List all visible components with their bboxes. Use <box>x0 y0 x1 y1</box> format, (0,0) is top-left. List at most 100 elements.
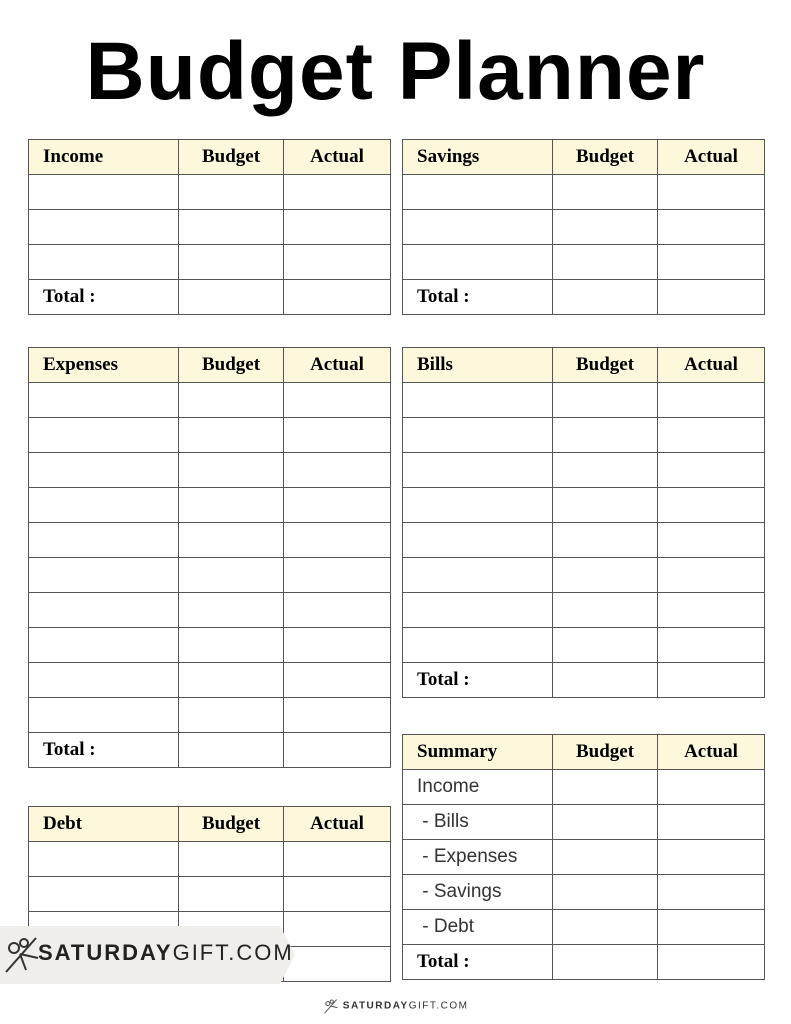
actual-cell[interactable] <box>283 209 391 245</box>
budget-cell[interactable] <box>552 557 658 593</box>
actual-cell[interactable] <box>657 522 765 558</box>
summary-table: Summary Budget Actual Income - Bills - Expe… <box>402 734 765 980</box>
budget-cell[interactable] <box>552 804 658 840</box>
table-row <box>28 244 391 280</box>
bow-scissors-icon <box>5 937 39 973</box>
actual-cell[interactable] <box>283 627 391 663</box>
actual-cell[interactable] <box>283 279 391 315</box>
budget-cell[interactable] <box>552 662 658 698</box>
actual-cell[interactable] <box>657 874 765 910</box>
actual-cell[interactable] <box>283 592 391 628</box>
column-header: Summary <box>402 734 553 770</box>
actual-cell[interactable] <box>283 174 391 210</box>
budget-cell[interactable] <box>178 522 284 558</box>
column-header: Actual <box>657 347 765 383</box>
actual-cell[interactable] <box>657 909 765 945</box>
budget-cell[interactable] <box>178 417 284 453</box>
expenses-table: Expenses Budget Actual Total : <box>28 347 391 768</box>
budget-cell[interactable] <box>552 279 658 315</box>
actual-cell[interactable] <box>283 946 391 982</box>
row-label <box>402 592 553 628</box>
budget-cell[interactable] <box>552 487 658 523</box>
actual-cell[interactable] <box>283 522 391 558</box>
page-title: Budget Planner <box>85 26 706 117</box>
budget-cell[interactable] <box>178 452 284 488</box>
actual-cell[interactable] <box>283 876 391 912</box>
actual-cell[interactable] <box>657 804 765 840</box>
budget-cell[interactable] <box>178 209 284 245</box>
actual-cell[interactable] <box>657 839 765 875</box>
budget-cell[interactable] <box>552 592 658 628</box>
budget-cell[interactable] <box>178 841 284 877</box>
row-label <box>402 522 553 558</box>
actual-cell[interactable] <box>657 244 765 280</box>
row-label <box>402 557 553 593</box>
column-header: Actual <box>283 347 391 383</box>
budget-cell[interactable] <box>178 244 284 280</box>
budget-cell[interactable] <box>552 944 658 980</box>
budget-cell[interactable] <box>552 627 658 663</box>
row-label <box>402 417 553 453</box>
budget-cell[interactable] <box>178 697 284 733</box>
budget-cell[interactable] <box>552 874 658 910</box>
actual-cell[interactable] <box>283 487 391 523</box>
table-row <box>28 382 391 418</box>
column-header: Expenses <box>28 347 179 383</box>
budget-cell[interactable] <box>178 279 284 315</box>
actual-cell[interactable] <box>283 382 391 418</box>
budget-cell[interactable] <box>552 452 658 488</box>
budget-cell[interactable] <box>552 769 658 805</box>
actual-cell[interactable] <box>657 769 765 805</box>
column-header: Actual <box>657 139 765 175</box>
row-label <box>402 382 553 418</box>
budget-cell[interactable] <box>178 662 284 698</box>
actual-cell[interactable] <box>657 452 765 488</box>
table-row <box>28 557 391 593</box>
actual-cell[interactable] <box>657 209 765 245</box>
actual-cell[interactable] <box>657 174 765 210</box>
watermark-brand-light: GIFT.COM <box>172 940 294 965</box>
actual-cell[interactable] <box>283 557 391 593</box>
actual-cell[interactable] <box>283 662 391 698</box>
budget-cell[interactable] <box>552 839 658 875</box>
budget-cell[interactable] <box>178 174 284 210</box>
actual-cell[interactable] <box>657 279 765 315</box>
budget-cell[interactable] <box>178 732 284 768</box>
actual-cell[interactable] <box>283 911 391 947</box>
budget-cell[interactable] <box>552 209 658 245</box>
actual-cell[interactable] <box>657 382 765 418</box>
total-row: Total : <box>28 732 391 768</box>
actual-cell[interactable] <box>657 944 765 980</box>
actual-cell[interactable] <box>283 417 391 453</box>
actual-cell[interactable] <box>657 662 765 698</box>
table-row: - Savings <box>402 874 765 910</box>
row-label <box>28 174 179 210</box>
budget-cell[interactable] <box>552 909 658 945</box>
budget-cell[interactable] <box>552 522 658 558</box>
actual-cell[interactable] <box>657 487 765 523</box>
table-row: Income <box>402 769 765 805</box>
budget-cell[interactable] <box>178 627 284 663</box>
actual-cell[interactable] <box>657 592 765 628</box>
table-row <box>402 417 765 453</box>
actual-cell[interactable] <box>657 417 765 453</box>
budget-cell[interactable] <box>178 487 284 523</box>
actual-cell[interactable] <box>283 841 391 877</box>
budget-cell[interactable] <box>552 244 658 280</box>
column-header: Actual <box>283 139 391 175</box>
table-row <box>28 627 391 663</box>
budget-cell[interactable] <box>178 382 284 418</box>
actual-cell[interactable] <box>283 244 391 280</box>
budget-cell[interactable] <box>552 174 658 210</box>
actual-cell[interactable] <box>657 627 765 663</box>
budget-cell[interactable] <box>178 592 284 628</box>
budget-cell[interactable] <box>178 876 284 912</box>
table-row <box>402 557 765 593</box>
budget-cell[interactable] <box>552 382 658 418</box>
actual-cell[interactable] <box>657 557 765 593</box>
actual-cell[interactable] <box>283 697 391 733</box>
budget-cell[interactable] <box>178 557 284 593</box>
actual-cell[interactable] <box>283 452 391 488</box>
budget-cell[interactable] <box>552 417 658 453</box>
actual-cell[interactable] <box>283 732 391 768</box>
